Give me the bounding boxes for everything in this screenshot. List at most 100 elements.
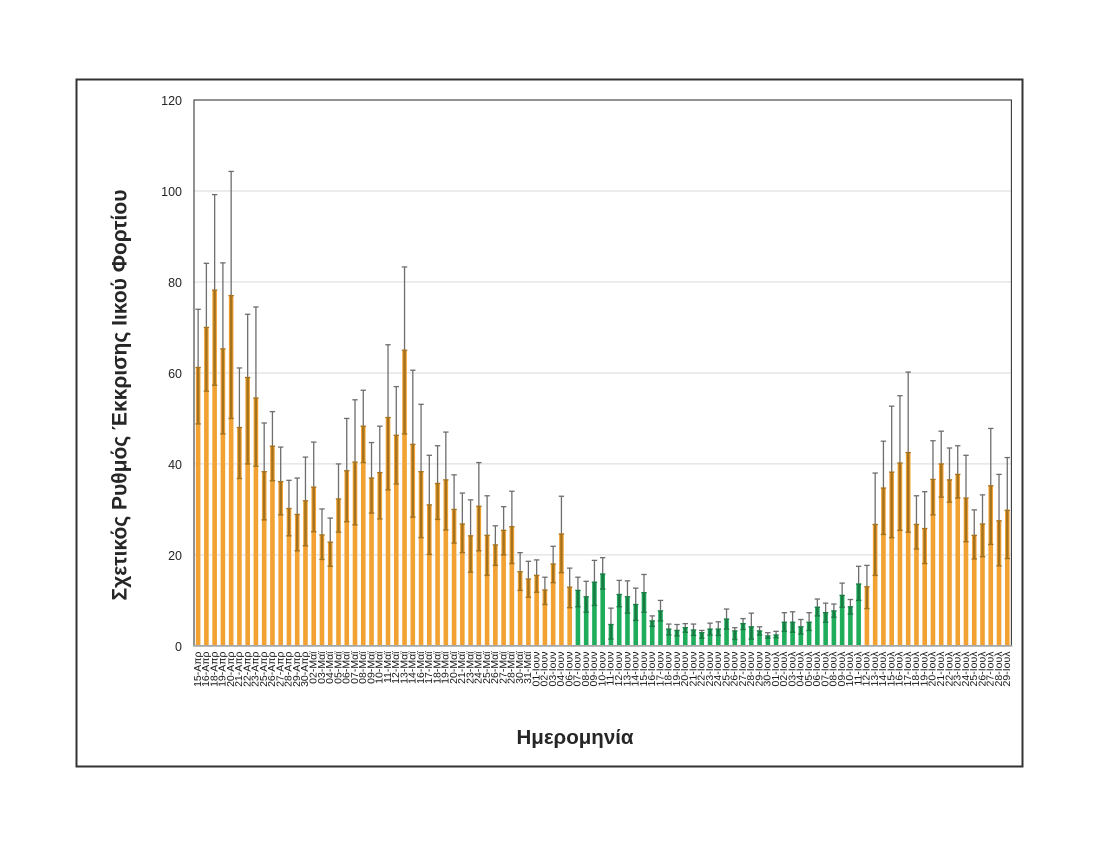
svg-text:15-Ιουν: 15-Ιουν [638, 652, 650, 687]
svg-text:26-Ιουλ: 26-Ιουλ [976, 651, 988, 687]
svg-text:23-Μαϊ: 23-Μαϊ [464, 651, 476, 684]
svg-text:20-Ιουν: 20-Ιουν [679, 652, 691, 687]
svg-text:17-Ιουν: 17-Ιουν [654, 652, 666, 687]
svg-text:27-Ιουν: 27-Ιουν [737, 652, 749, 687]
svg-text:13-Ιουν: 13-Ιουν [621, 652, 633, 687]
svg-text:22-Απρ: 22-Απρ [241, 651, 253, 686]
svg-text:19-Απρ: 19-Απρ [217, 651, 229, 686]
svg-text:02-Ιουν: 02-Ιουν [539, 652, 551, 687]
svg-text:04-Ιουλ: 04-Ιουλ [795, 651, 807, 687]
svg-text:23-Ιουλ: 23-Ιουλ [952, 651, 964, 687]
svg-text:04-Μαϊ: 04-Μαϊ [324, 651, 336, 684]
svg-text:19-Μαϊ: 19-Μαϊ [440, 651, 452, 684]
svg-text:18-Ιουν: 18-Ιουν [663, 652, 675, 687]
svg-text:29-Ιουλ: 29-Ιουλ [1001, 651, 1013, 687]
svg-text:28-Ιουλ: 28-Ιουλ [993, 651, 1005, 687]
svg-text:12-Μαϊ: 12-Μαϊ [390, 651, 402, 684]
svg-text:08-Μαϊ: 08-Μαϊ [357, 651, 369, 684]
svg-text:05-Ιουλ: 05-Ιουλ [803, 651, 815, 687]
svg-text:09-Ιουλ: 09-Ιουλ [836, 651, 848, 687]
svg-text:11-Ιουλ: 11-Ιουλ [852, 651, 864, 686]
svg-text:21-Μαϊ: 21-Μαϊ [456, 651, 468, 684]
svg-text:10-Ιουλ: 10-Ιουλ [844, 651, 856, 687]
svg-text:24-Ιουλ: 24-Ιουλ [960, 651, 972, 687]
svg-text:01-Ιουν: 01-Ιουν [530, 652, 542, 687]
svg-text:30-Ιουν: 30-Ιουν [762, 652, 774, 687]
svg-text:16-Απρ: 16-Απρ [200, 651, 212, 686]
svg-text:29-Απρ: 29-Απρ [291, 651, 303, 686]
svg-text:12-Ιουλ: 12-Ιουλ [861, 651, 873, 687]
svg-text:04-Ιουν: 04-Ιουν [555, 652, 567, 687]
svg-text:16-Μαϊ: 16-Μαϊ [415, 651, 427, 684]
svg-text:26-Μαϊ: 26-Μαϊ [489, 651, 501, 684]
svg-text:11-Ιουν: 11-Ιουν [605, 652, 617, 686]
svg-text:14-Ιουλ: 14-Ιουλ [877, 651, 889, 687]
svg-text:120: 120 [161, 94, 182, 108]
svg-text:25-Απρ: 25-Απρ [258, 651, 270, 686]
svg-text:03-Ιουν: 03-Ιουν [547, 652, 559, 687]
svg-text:22-Ιουλ: 22-Ιουλ [943, 651, 955, 687]
svg-text:06-Ιουλ: 06-Ιουλ [811, 651, 823, 687]
svg-text:21-Απρ: 21-Απρ [233, 651, 245, 686]
svg-text:12-Ιουν: 12-Ιουν [613, 652, 625, 687]
svg-text:25-Ιουλ: 25-Ιουλ [968, 651, 980, 687]
svg-text:10-Ιουν: 10-Ιουν [596, 652, 608, 687]
svg-text:07-Μαϊ: 07-Μαϊ [349, 651, 361, 684]
svg-text:23-Ιουν: 23-Ιουν [704, 652, 716, 687]
svg-text:28-Μαϊ: 28-Μαϊ [506, 651, 518, 684]
svg-text:08-Ιουλ: 08-Ιουλ [828, 651, 840, 687]
svg-text:19-Ιουλ: 19-Ιουλ [918, 651, 930, 687]
svg-text:31-Μαϊ: 31-Μαϊ [522, 651, 534, 684]
svg-text:15-Απρ: 15-Απρ [192, 651, 204, 686]
svg-text:20: 20 [168, 549, 182, 563]
svg-text:60: 60 [168, 367, 182, 381]
svg-text:02-Ιουλ: 02-Ιουλ [778, 651, 790, 687]
svg-text:26-Απρ: 26-Απρ [266, 651, 278, 686]
svg-text:21-Ιουν: 21-Ιουν [687, 652, 699, 687]
svg-text:02-Μαϊ: 02-Μαϊ [308, 651, 320, 684]
svg-text:0: 0 [175, 640, 182, 654]
svg-text:06-Ιουν: 06-Ιουν [563, 652, 575, 687]
svg-text:09-Μαϊ: 09-Μαϊ [365, 651, 377, 684]
svg-text:100: 100 [161, 185, 182, 199]
svg-text:25-Μαϊ: 25-Μαϊ [481, 651, 493, 684]
svg-text:03-Μαϊ: 03-Μαϊ [316, 651, 328, 684]
svg-text:14-Ιουν: 14-Ιουν [630, 652, 642, 687]
svg-text:16-Ιουλ: 16-Ιουλ [894, 651, 906, 687]
svg-text:40: 40 [168, 458, 182, 472]
svg-text:18-Ιουλ: 18-Ιουλ [910, 651, 922, 687]
svg-text:27-Ιουλ: 27-Ιουλ [985, 651, 997, 687]
svg-text:21-Ιουλ: 21-Ιουλ [935, 651, 947, 687]
svg-text:13-Ιουλ: 13-Ιουλ [869, 651, 881, 687]
svg-text:28-Απρ: 28-Απρ [283, 651, 295, 686]
svg-text:27-Μαϊ: 27-Μαϊ [497, 651, 509, 684]
svg-text:30-Απρ: 30-Απρ [299, 651, 311, 686]
svg-text:18-Μαϊ: 18-Μαϊ [431, 651, 443, 684]
svg-text:Ημερομηνία: Ημερομηνία [516, 726, 633, 749]
svg-text:03-Ιουλ: 03-Ιουλ [786, 651, 798, 687]
svg-text:20-Ιουλ: 20-Ιουλ [927, 651, 939, 687]
svg-text:18-Απρ: 18-Απρ [208, 651, 220, 686]
svg-text:23-Απρ: 23-Απρ [250, 651, 262, 686]
svg-text:08-Ιουν: 08-Ιουν [580, 652, 592, 687]
svg-text:27-Απρ: 27-Απρ [274, 651, 286, 686]
svg-text:Σχετικός Ρυθμός Έκκρισης Ιικού: Σχετικός Ρυθμός Έκκρισης Ιικού Φορτίου [109, 190, 132, 601]
svg-text:15-Ιουλ: 15-Ιουλ [885, 651, 897, 687]
svg-text:11-Μαϊ: 11-Μαϊ [382, 651, 394, 683]
svg-text:05-Μαϊ: 05-Μαϊ [332, 651, 344, 684]
svg-text:16-Ιουν: 16-Ιουν [646, 652, 658, 687]
svg-text:29-Ιουν: 29-Ιουν [753, 652, 765, 687]
svg-text:07-Ιουν: 07-Ιουν [572, 652, 584, 687]
svg-text:10-Μαϊ: 10-Μαϊ [374, 651, 386, 684]
svg-text:13-Μαϊ: 13-Μαϊ [398, 651, 410, 684]
svg-text:24-Μαϊ: 24-Μαϊ [473, 651, 485, 684]
svg-text:17-Ιουλ: 17-Ιουλ [902, 651, 914, 687]
svg-text:07-Ιουλ: 07-Ιουλ [819, 651, 831, 687]
svg-text:20-Μαϊ: 20-Μαϊ [448, 651, 460, 684]
svg-text:24-Ιουν: 24-Ιουν [712, 652, 724, 687]
svg-text:14-Μαϊ: 14-Μαϊ [407, 651, 419, 684]
svg-text:80: 80 [168, 276, 182, 290]
svg-text:19-Ιουν: 19-Ιουν [671, 652, 683, 687]
svg-text:01-Ιουλ: 01-Ιουλ [770, 651, 782, 687]
svg-text:20-Απρ: 20-Απρ [225, 651, 237, 686]
